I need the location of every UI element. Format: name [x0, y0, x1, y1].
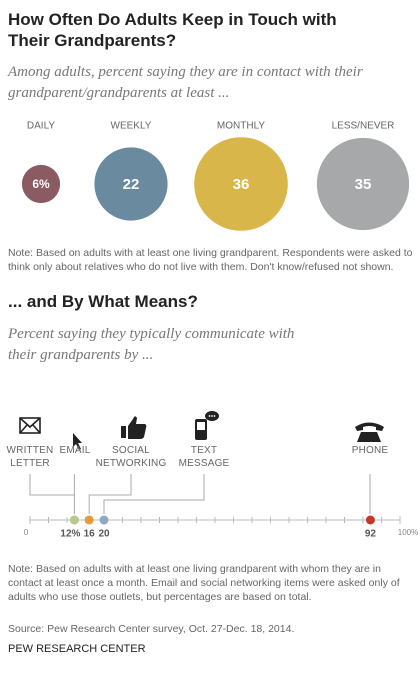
category-label: EMAIL: [59, 445, 91, 456]
telephone-icon: [355, 422, 384, 442]
category-label: SOCIAL NETWORKING: [95, 445, 167, 469]
value-label: 92: [365, 529, 377, 540]
chart-subtitle: Percent saying they typically communicat…: [8, 326, 295, 363]
bubble: [94, 147, 168, 221]
chart-note: Note: Based on adults with at least one …: [8, 563, 400, 603]
category-label: WEEKLY: [111, 121, 152, 132]
dot: [99, 515, 109, 525]
chart-note: Note: Based on adults with at least one …: [8, 247, 413, 273]
chart-title: How Often Do Adults Keep in Touch with T…: [8, 10, 337, 50]
value-label: 6%: [32, 177, 50, 191]
phone-message-icon: [195, 411, 219, 440]
value-label: 20: [98, 529, 110, 540]
category-label: WRITTEN LETTER: [6, 445, 54, 469]
bubble: [21, 164, 61, 204]
value-label: 35: [355, 176, 372, 193]
category-label: DAILY: [27, 121, 55, 132]
letter-icon: [19, 417, 41, 434]
category-label: TEXT MESSAGE: [178, 445, 230, 469]
leader-line: [103, 474, 205, 514]
bubble: [194, 137, 288, 231]
credit: PEW RESEARCH CENTER: [8, 643, 146, 655]
category-label: PHONE: [351, 445, 389, 456]
like-icon: [121, 416, 147, 439]
value-label: 16: [84, 529, 96, 540]
category-label: LESS/NEVER: [332, 121, 395, 132]
dot: [84, 515, 94, 525]
chart-subtitle: Among adults, percent saying they are in…: [8, 64, 363, 101]
leader-line: [88, 474, 132, 514]
category-label: MONTHLY: [217, 121, 265, 132]
value-label: 36: [233, 176, 250, 193]
bubble: [316, 137, 410, 231]
dot: [69, 515, 79, 525]
dot: [365, 515, 375, 525]
x-tick-label: 100%: [398, 528, 418, 537]
value-label: 12%: [60, 529, 80, 540]
value-label: 22: [123, 176, 140, 193]
source: Source: Pew Research Center survey, Oct.…: [8, 623, 295, 635]
leader-line: [29, 474, 75, 496]
cursor-icon: [73, 433, 82, 450]
chart-title: ... and By What Means?: [8, 292, 198, 311]
x-tick-label: 0: [24, 528, 29, 537]
